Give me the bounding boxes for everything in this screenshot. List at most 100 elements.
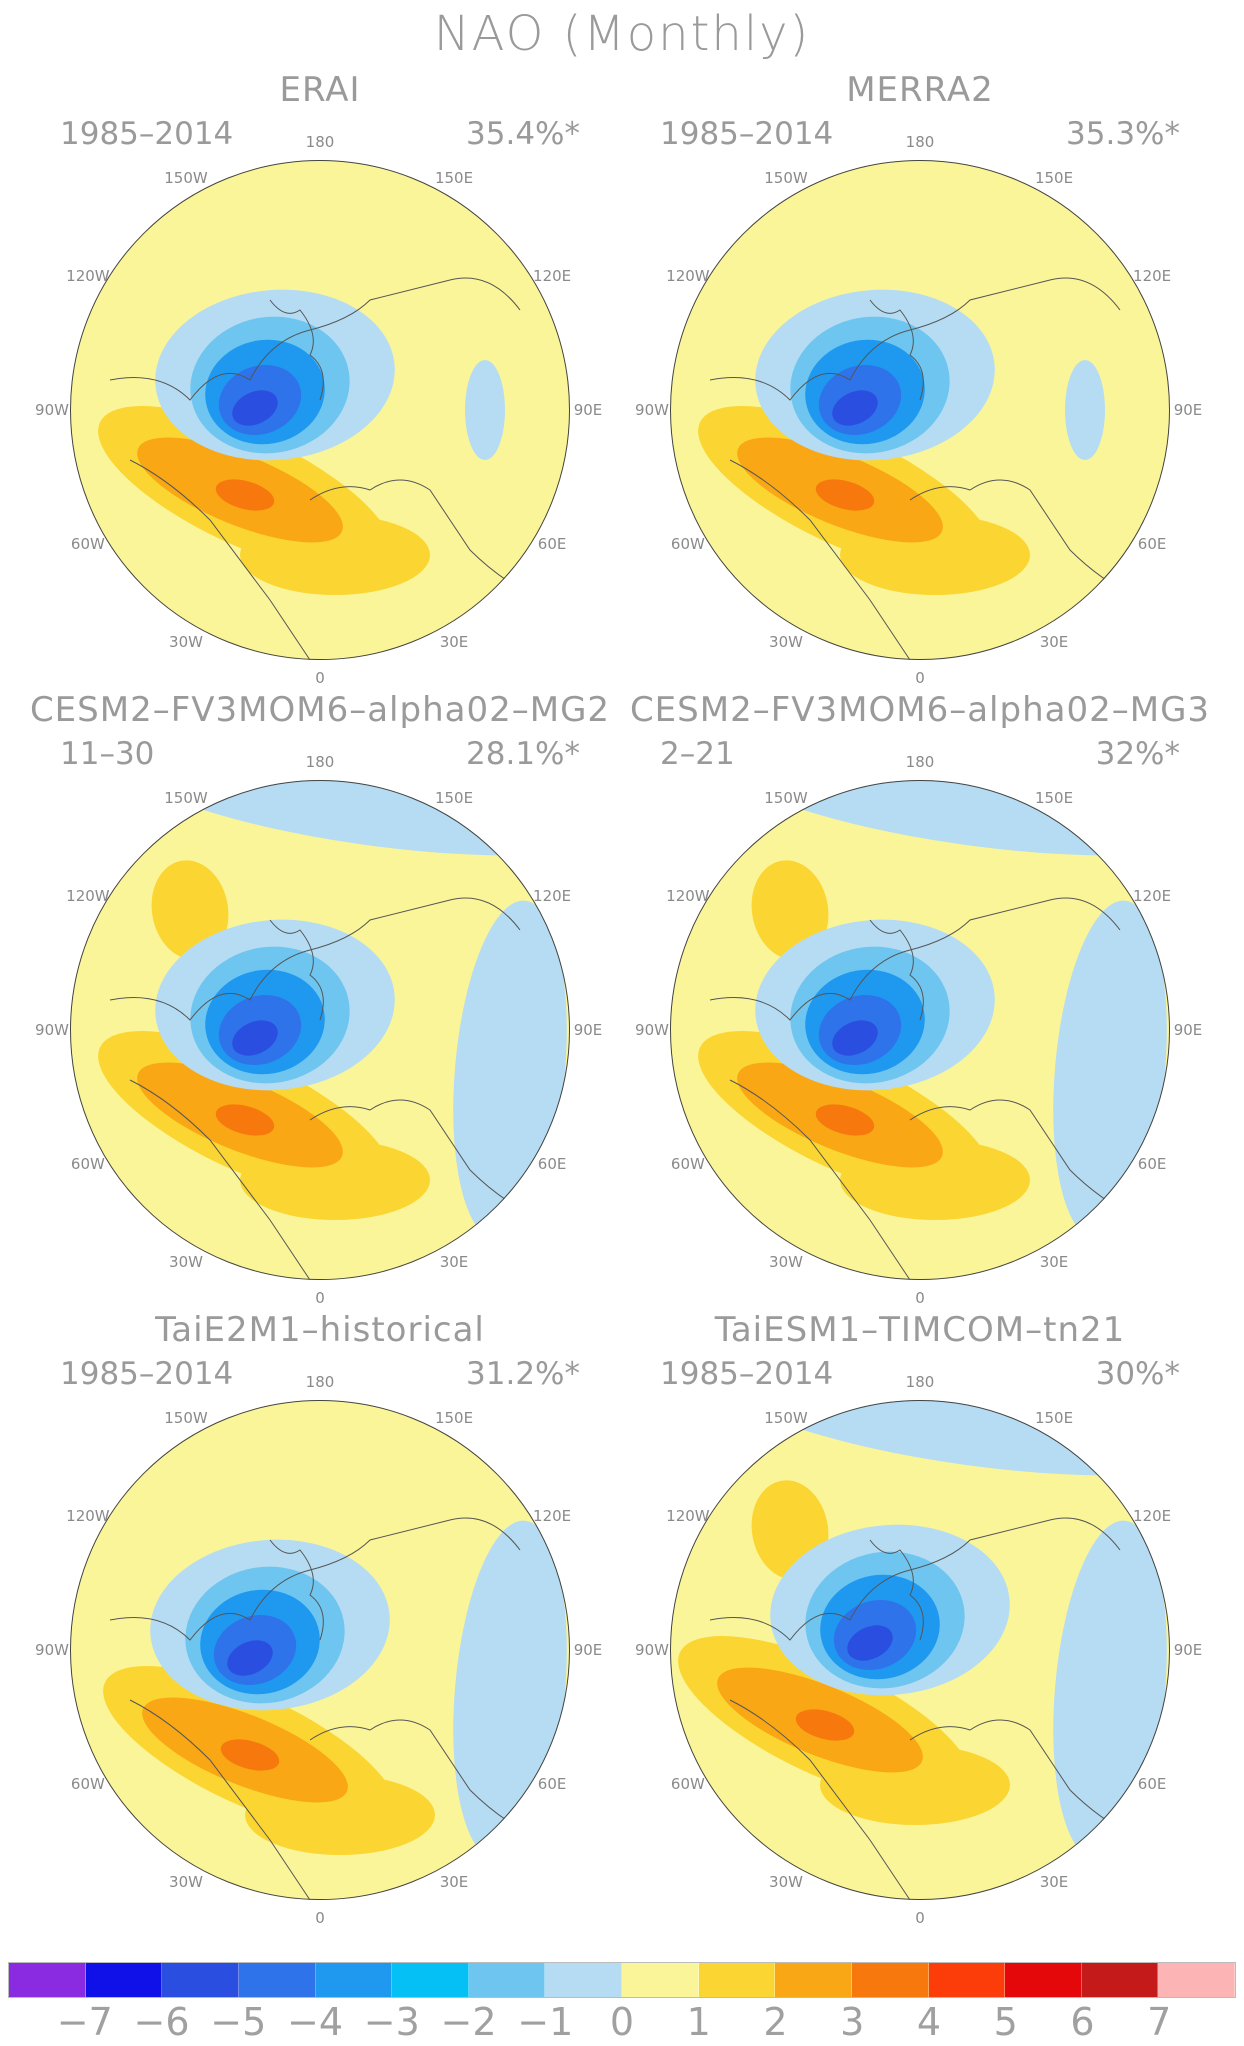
colorbar-swatch [238,1963,316,1997]
coastline [729,459,911,660]
longitude-label: 90E [573,401,603,419]
panel-variance: 30%* [1095,1356,1180,1392]
longitude-label: 180 [305,1373,335,1391]
map-border [70,1400,570,1900]
coastline [109,1517,521,1641]
negative-region [832,1020,878,1056]
longitude-label: 30E [439,633,469,652]
negative-region [227,1640,273,1676]
polar-map: 180 150E 120E 90E 60E 30E 0 30W 60W 90W 120W 150W [635,750,1202,1307]
longitude-label: 120W [666,887,710,905]
longitude-label: 90W [635,1641,669,1659]
map-border [70,160,570,660]
longitude-label: 150E [1034,168,1074,187]
coastline [869,299,924,401]
longitude-label: 90W [35,1641,69,1659]
longitude-label: 30W [169,1253,203,1272]
longitude-label: 60W [70,535,105,553]
colorbar [8,1962,1236,1998]
coastline [709,897,1121,1021]
colorbar-tick-label: −1 [517,2000,574,2044]
longitude-label: 120W [66,1507,110,1525]
positive-region [815,479,875,511]
coastline [309,479,541,601]
polar-map: 180 150E 120E 90E 60E 30E 0 30W 60W 90W 120W 150W [635,130,1202,687]
longitude-label: 30E [1039,1873,1069,1892]
coastline [109,277,521,401]
negative-region [1065,360,1105,460]
colorbar-tick-label: 1 [686,2000,711,2044]
coastline [729,1079,911,1280]
coastline [129,1079,311,1280]
longitude-label: 60E [1137,1775,1167,1793]
coastline [269,299,324,401]
map-svg [670,780,1170,1280]
coastline [869,1539,924,1641]
colorbar-swatch [1005,1963,1082,1997]
longitude-label: 60E [1137,1155,1167,1173]
longitude-label: 60W [670,1155,705,1173]
map-border [70,780,570,1280]
longitude-label: 120E [533,887,572,905]
panel-variance: 31.2%* [466,1356,580,1392]
polar-map: 180 150E 120E 90E 60E 30E 0 30W 60W 90W 120W 150W [35,130,602,687]
longitude-label: 0 [915,1909,925,1927]
positive-region [151,860,229,960]
coastline [709,277,1121,401]
longitude-label: 90W [635,401,669,419]
coastline [309,1099,541,1221]
longitude-label: 90W [35,401,69,419]
colorbar-swatch [545,1963,622,1997]
colorbar-tick-label: 0 [609,2000,635,2044]
colorbar-swatch [392,1963,469,1997]
coastline [269,919,324,1021]
map-border [670,780,1170,1280]
longitude-label: 120E [533,1507,572,1525]
longitude-label: 60E [537,1155,567,1173]
colorbar-tick-label: 6 [1070,2000,1095,2044]
longitude-label: 120E [1133,887,1172,905]
map-panel: TaiESM1–TIMCOM–tn21 1985–2014 30%* 180 15… [620,1310,1220,1927]
coastline [909,479,1141,601]
longitude-label: 180 [905,753,935,771]
colorbar-labels: −7 −6 −5 −4 −3 −2 −1 0 1 2 3 4 5 6 7 [8,2000,1236,2046]
colorbar-swatch [698,1963,776,1997]
longitude-label: 90E [1173,1021,1203,1039]
colorbar-tick-label: −7 [56,2000,113,2044]
longitude-label: 60W [70,1775,105,1793]
panel-period: 1985–2014 [60,1356,234,1392]
longitude-label: 120W [666,1507,710,1525]
longitude-label: 90W [635,1021,669,1039]
longitude-label: 150E [434,1408,474,1427]
colorbar-swatch [162,1963,239,1997]
map-svg [70,160,570,660]
longitude-label: 30W [169,633,203,652]
colorbar-tick-label: −3 [363,2000,420,2044]
longitude-label: 30W [169,1873,203,1892]
map-panel: CESM2–FV3MOM6–alpha02–MG2 11–30 28.1%* 1… [20,690,620,1307]
longitude-label: 90W [35,1021,69,1039]
map-panel: TaiE2M1–historical 1985–2014 31.2%* 180 1… [20,1310,620,1927]
longitude-label: 150W [764,788,808,807]
longitude-label: 180 [305,133,335,151]
map-border [670,1400,1170,1900]
figure-title: NAO (Monthly) [433,6,811,62]
colorbar-tick-label: −5 [210,2000,267,2044]
longitude-label: 150W [164,788,208,807]
longitude-label: 120E [1133,267,1172,285]
coastline [709,1517,1121,1641]
positive-region [751,860,829,960]
longitude-label: 30E [1039,1253,1069,1272]
panel-title: CESM2–FV3MOM6–alpha02–MG2 [29,690,611,730]
colorbar-tick-label: −6 [133,2000,190,2044]
panel-title: CESM2–FV3MOM6–alpha02–MG3 [629,690,1211,730]
longitude-label: 90E [1173,1641,1203,1659]
longitude-label: 60E [1137,535,1167,553]
colorbar-swatch [928,1963,1006,1997]
longitude-label: 30W [769,1873,803,1892]
colorbar-tick-label: 5 [993,2000,1018,2044]
longitude-label: 0 [315,1909,325,1927]
negative-region [232,390,278,426]
longitude-label: 30E [1039,633,1069,652]
panel-period: 1985–2014 [660,116,834,152]
